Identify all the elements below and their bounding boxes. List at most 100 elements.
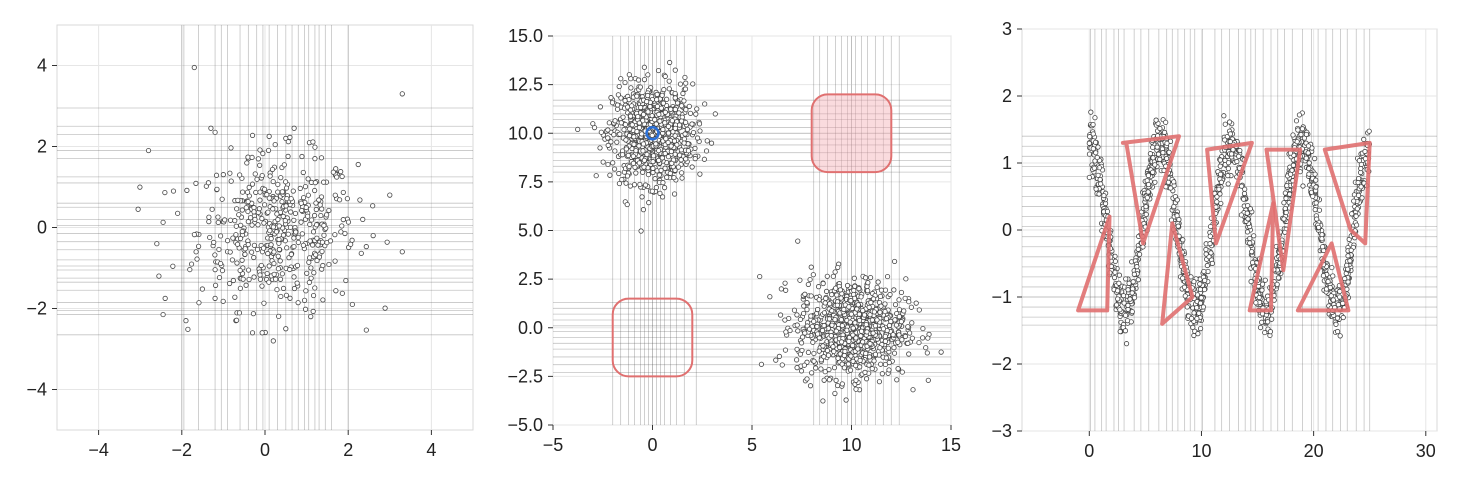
scatter-point (270, 178, 276, 185)
scatter-point (293, 229, 299, 235)
scatter-point (1347, 258, 1353, 264)
y-tick-label: −1 (991, 287, 1012, 307)
scatter-point (298, 219, 304, 225)
scatter-point (265, 147, 272, 154)
scatter-point (257, 272, 263, 278)
scatter-point (838, 339, 845, 345)
scatter-point (1090, 146, 1096, 152)
scatter-point (839, 323, 845, 329)
scatter-point (841, 365, 848, 371)
scatter-point (299, 153, 305, 160)
scatter-point (806, 326, 813, 332)
scatter-point (641, 111, 647, 118)
scatter-point (154, 241, 160, 247)
scatter-point (266, 195, 272, 201)
scatter-point (360, 216, 366, 222)
scatter-point (668, 148, 674, 155)
scatter-point (818, 366, 824, 372)
scatter-point (650, 153, 657, 159)
scatter-point (1289, 167, 1295, 173)
scatter-point (626, 72, 632, 78)
scatter-point (274, 211, 280, 217)
scatter-point (1282, 190, 1288, 196)
scatter-point (626, 133, 633, 139)
scatter-point (692, 156, 698, 162)
scatter-point (1088, 109, 1094, 115)
scatter-point (211, 239, 217, 245)
scatter-point (1091, 165, 1097, 171)
scatter-point (653, 141, 659, 147)
scatter-point (1281, 216, 1287, 222)
scatter-point (212, 252, 218, 258)
scatter-point (811, 350, 817, 357)
x-tick-label: 0 (647, 435, 657, 455)
scatter-point (275, 266, 281, 272)
scatter-point (1351, 198, 1357, 204)
scatter-point (876, 379, 883, 385)
scatter-point (1197, 286, 1204, 292)
scatter-point (845, 361, 852, 367)
scatter-point (1355, 192, 1362, 198)
scatter-point (837, 344, 843, 351)
scatter-point (1245, 216, 1251, 222)
scatter-point (908, 304, 914, 310)
scatter-point (681, 98, 687, 104)
scatter-point (262, 186, 268, 192)
scatter-point (665, 130, 672, 136)
scatter-point (863, 376, 870, 382)
scatter-point (856, 317, 863, 323)
scatter-point (1319, 236, 1325, 242)
scatter-point (345, 219, 352, 225)
scatter-point (310, 292, 317, 299)
scatter-point (228, 145, 234, 151)
scatter-point (233, 223, 239, 229)
scatter-point (270, 224, 276, 230)
scatter-point (1257, 324, 1264, 331)
scatter-point (1281, 200, 1287, 206)
scatter-point (794, 312, 800, 318)
chart-2: −5 0 5 10 15 −5.0 −2.5 0.0 2.5 5.0 7.5 10.0 12.5 15.0 (507, 26, 961, 455)
scatter-point (696, 121, 703, 127)
scatter-point (237, 267, 243, 274)
scatter-point (300, 195, 307, 201)
scatter-point (682, 131, 688, 137)
scatter-point (617, 131, 623, 137)
scatter-point (672, 133, 678, 139)
scatter-point (295, 239, 301, 246)
scatter-point (654, 97, 660, 103)
scatter-point (629, 122, 635, 128)
scatter-point (624, 173, 631, 179)
scatter-point (828, 333, 834, 339)
scatter-point (832, 317, 838, 323)
scatter-point (847, 367, 854, 373)
scatter-point (826, 366, 832, 373)
scatter-point (1154, 144, 1160, 150)
scatter-point (896, 307, 903, 313)
scatter-point (903, 276, 909, 282)
scatter-point (260, 150, 266, 157)
scatter-point (1176, 216, 1182, 223)
scatter-point (612, 148, 618, 154)
scatter-point (291, 125, 297, 131)
y-tick-label: 5.0 (518, 221, 543, 241)
scatter-point (276, 313, 282, 319)
scatter-point (253, 189, 259, 196)
scatter-point (683, 80, 689, 86)
scatter-point (1354, 222, 1360, 228)
scatter-point (597, 104, 603, 110)
scatter-point (850, 358, 856, 364)
y-tick-label: 2 (37, 137, 47, 157)
scatter-point (251, 242, 257, 248)
scatter-point (1195, 331, 1201, 337)
scatter-point (290, 188, 296, 194)
scatter-point (287, 295, 293, 301)
scatter-point (1334, 315, 1341, 321)
scatter-point (1316, 207, 1323, 213)
scatter-point (292, 210, 299, 217)
scatter-point (327, 238, 334, 244)
scatter-point (1296, 112, 1303, 118)
scatter-point (641, 77, 648, 83)
scatter-point (216, 246, 222, 253)
scatter-point (1295, 127, 1301, 133)
scatter-point (245, 267, 252, 273)
